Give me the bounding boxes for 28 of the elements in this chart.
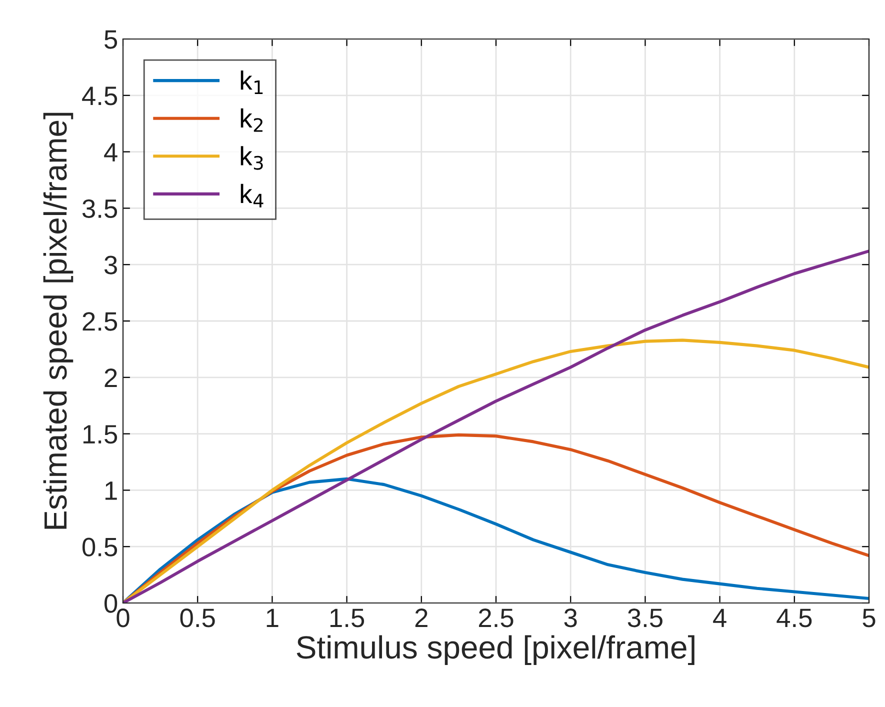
x-tick-label: 3 bbox=[564, 608, 577, 628]
y-tick-label: 3.5 bbox=[82, 199, 118, 218]
y-tick-label: 2.5 bbox=[82, 312, 118, 331]
y-tick-label: 0.5 bbox=[82, 538, 118, 556]
y-axis-title: Estimated speed [pixel/frame] bbox=[43, 112, 74, 529]
x-axis-title: Stimulus speed [pixel/frame] bbox=[296, 635, 694, 666]
y-tick-label: 1.5 bbox=[83, 425, 118, 444]
x-tick-label: 1 bbox=[266, 608, 278, 627]
x-tick-label: 4 bbox=[713, 608, 726, 627]
legend-label: k$_{1}$ bbox=[240, 70, 263, 94]
x-tick-label: 5 bbox=[862, 608, 876, 628]
y-tick-label: 5 bbox=[104, 30, 118, 49]
legend-label: k$_{3}$ bbox=[240, 146, 263, 170]
legend-label: k$_{2}$ bbox=[240, 108, 262, 132]
y-tick-label: 2 bbox=[104, 368, 117, 387]
y-tick-label: 1 bbox=[105, 482, 117, 500]
y-tick-label: 3 bbox=[104, 256, 117, 274]
y-tick-label: 4 bbox=[104, 143, 118, 162]
y-tick-label: 0 bbox=[104, 594, 118, 613]
x-tick-label: 3.5 bbox=[628, 608, 662, 628]
x-tick-label: 0.5 bbox=[180, 608, 215, 628]
x-tick-label: 0 bbox=[116, 608, 130, 628]
y-tick-label: 4.5 bbox=[82, 86, 118, 106]
legend-label: k$_{4}$ bbox=[240, 184, 264, 208]
x-tick-label: 4.5 bbox=[776, 608, 812, 628]
x-tick-label: 2 bbox=[415, 608, 428, 627]
x-tick-label: 2.5 bbox=[478, 608, 514, 628]
x-tick-label: 1.5 bbox=[330, 608, 364, 628]
